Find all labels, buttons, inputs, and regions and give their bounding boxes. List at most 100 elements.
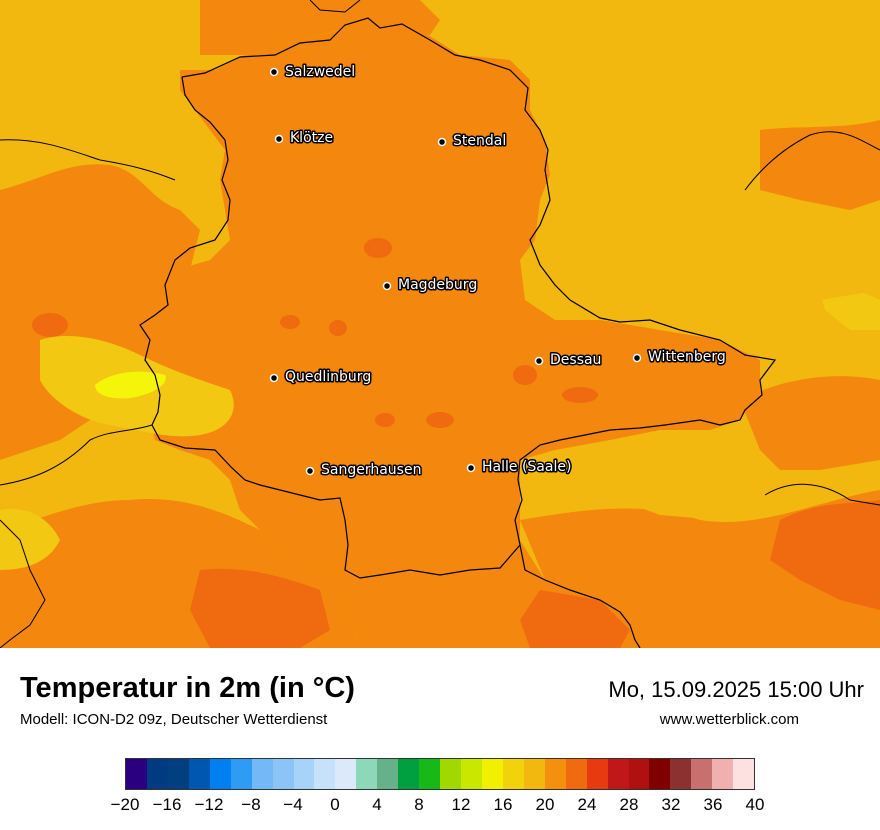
legend-color-step [293,759,315,789]
forecast-datetime: Mo, 15.09.2025 15:00 Uhr [608,677,864,702]
harz-coolest-spot [95,371,166,399]
legend-color-step [126,759,147,789]
legend-tick-label: 4 [372,795,382,814]
hot-spot-1 [364,238,392,258]
northeast-warm-area [760,120,880,210]
legend-tick-label: 12 [451,795,471,814]
map-title: Temperatur in 2m (in °C) [20,672,355,704]
border-north [309,0,361,13]
legend-tick-label: 32 [661,795,681,814]
southwest-cool-area [0,509,60,570]
legend-tick-label: −8 [241,795,261,814]
border-northwest [0,139,176,181]
city-salzwedel[interactable]: Salzwedel [269,63,357,82]
legend-color-step [188,759,210,789]
svg-text:Salzwedel: Salzwedel [285,64,355,80]
legend-tick-label: −4 [283,795,303,814]
map-footer: Temperatur in 2m (in °C) Modell: ICON-D2… [0,648,880,830]
legend-color-step [209,759,231,789]
central-warm-area [140,20,760,648]
legend-color-step [146,759,168,789]
legend-color-step [649,759,671,789]
hot-spot-8 [375,413,395,427]
legend-color-step [733,759,755,789]
legend-color-step [523,759,545,789]
legend-color-step [628,759,650,789]
legend-tick-label: 40 [745,795,765,814]
legend-color-step [314,759,336,789]
legend-tick-label: 16 [493,795,513,814]
legend-color-step [440,759,461,789]
north-warm-area [200,0,440,55]
border-south-west [0,519,46,648]
model-source: Modell: ICON-D2 09z, Deutscher Wetterdie… [20,711,328,728]
legend-color-step [230,759,252,789]
northeast-mild-area [540,234,880,300]
legend-color-step [335,759,357,789]
legend-tick-label: −16 [152,795,182,814]
east-mild-area [620,444,770,520]
southeast-hot-area [770,500,880,610]
legend-color-step [167,759,189,789]
temperature-map[interactable]: Salzwedel Klötze Stendal Magdeburg Dessa… [0,0,880,648]
legend-color-step [272,759,294,789]
color-legend-bar [125,758,755,790]
city-kloetze[interactable]: Klötze [274,129,335,148]
legend-color-step [502,759,524,789]
svg-text:Sangerhausen: Sangerhausen [321,462,421,478]
legend-color-step [398,759,420,789]
hot-spot-7 [32,313,68,337]
city-sangerhausen[interactable]: Sangerhausen [305,461,423,480]
svg-text:Stendal: Stendal [453,133,506,149]
hot-spot-4 [513,365,537,385]
legend-tick-label: 8 [414,795,424,814]
legend-color-step [481,759,503,789]
legend-color-step [565,759,587,789]
hot-spot-3 [329,320,347,336]
state-border-east [181,17,777,648]
city-dessau[interactable]: Dessau [534,351,603,370]
city-stendal[interactable]: Stendal [437,132,508,151]
city-halle[interactable]: Halle (Saale) [466,458,573,477]
city-quedlinburg[interactable]: Quedlinburg [269,368,373,387]
legend-color-step [691,759,713,789]
state-border-west [139,76,521,579]
map-canvas: Salzwedel Klötze Stendal Magdeburg Dessa… [0,0,880,648]
legend-tick-label: 28 [619,795,639,814]
hot-spot-5 [426,412,454,428]
city-wittenberg[interactable]: Wittenberg [632,348,727,367]
hot-spot-2 [280,315,300,329]
border-northeast [744,131,880,191]
svg-text:Wittenberg: Wittenberg [648,349,726,365]
svg-text:Quedlinburg: Quedlinburg [285,369,371,385]
legend-color-step [670,759,692,789]
legend-tick-label: 0 [330,795,340,814]
east-warm-area [740,376,880,470]
legend-color-step [251,759,273,789]
border-east [764,483,880,506]
legend-color-step [607,759,629,789]
color-legend-ticks: −20 −16 −12 −8 −4 0 4 8 12 16 20 24 28 32 36 40 [111,795,765,819]
legend-color-step [419,759,441,789]
legend-color-step [544,759,566,789]
southwest-hot-area [190,568,330,648]
legend-tick-label: 36 [703,795,723,814]
legend-tick-label: 20 [535,795,555,814]
legend-color-step [461,759,482,789]
legend-tick-label: −12 [194,795,224,814]
legend-color-step [712,759,734,789]
website-link[interactable]: www.wetterblick.com [659,711,799,728]
hot-spot-6 [562,387,598,403]
east-cool-spot [820,288,880,330]
svg-text:Halle (Saale): Halle (Saale) [482,459,571,475]
city-magdeburg[interactable]: Magdeburg [382,276,479,295]
svg-text:Dessau: Dessau [550,352,601,368]
legend-color-step [377,759,399,789]
legend-tick-label: −20 [110,795,140,814]
legend-color-step [356,759,378,789]
border-southwest [0,424,153,486]
south-hot-area [520,590,630,648]
legend-tick-label: 24 [577,795,597,814]
svg-text:Magdeburg: Magdeburg [398,277,477,293]
svg-text:Klötze: Klötze [290,130,333,146]
